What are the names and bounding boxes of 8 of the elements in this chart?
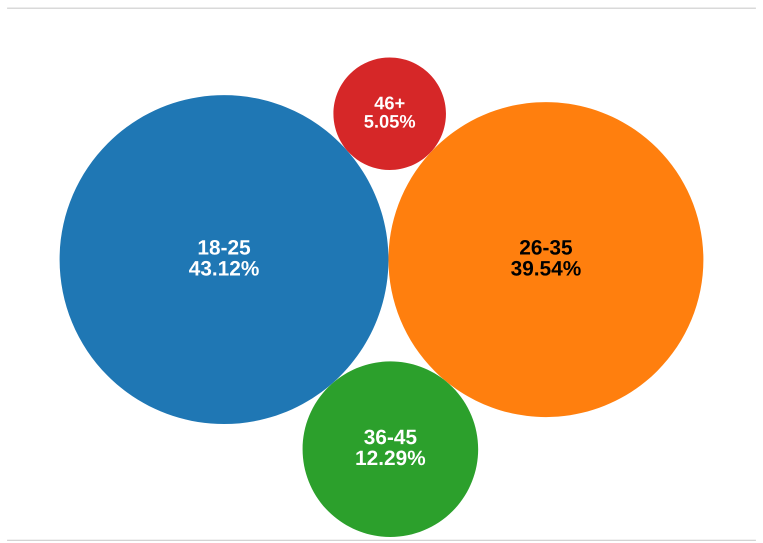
data-label: 43.12%	[189, 260, 259, 276]
data-label: 12.29%	[356, 450, 426, 466]
category-label: 46+	[374, 96, 404, 110]
data-label: 39.54%	[511, 260, 581, 276]
category-label: 18-25	[198, 240, 250, 255]
category-label: 26-35	[520, 240, 572, 255]
category-label: 36-45	[364, 430, 416, 444]
data-label: 5.05%	[364, 114, 416, 128]
